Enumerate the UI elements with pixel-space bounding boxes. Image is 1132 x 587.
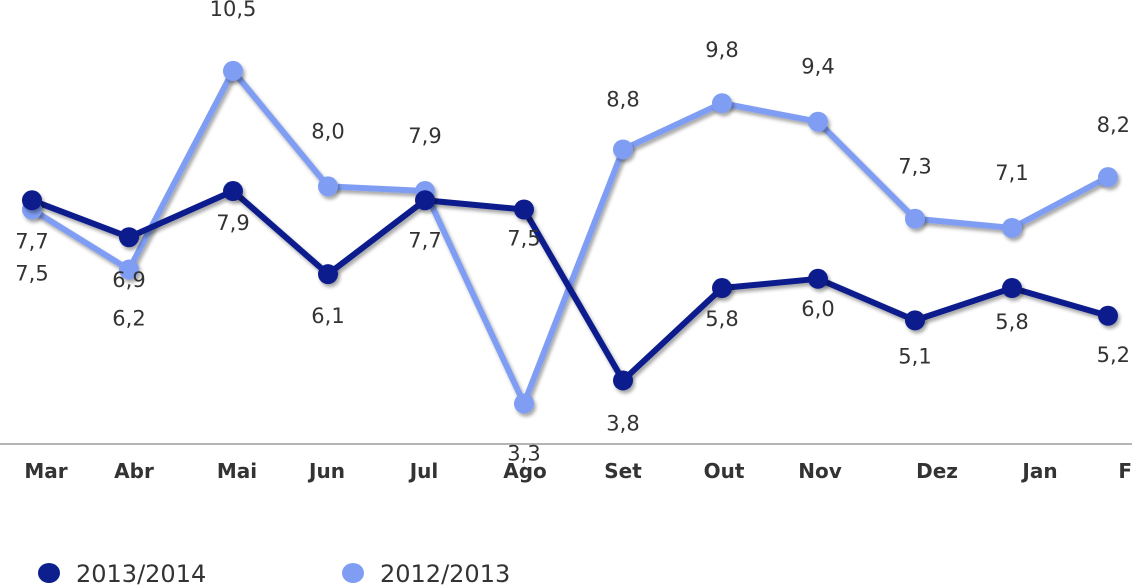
legend-label-2012-2013: 2012/2013 — [380, 560, 510, 587]
x-axis-ticks: Mar Abr Mai Jun Jul Ago Set Out Nov Dez Jan F — [24, 459, 1132, 483]
data-label-2013-2014-mar: 7,7 — [15, 229, 48, 253]
data-point-2013-2014-jan — [1002, 278, 1022, 299]
data-point-2012-2013-dez — [905, 208, 925, 229]
x-tick-label-mar: Mar — [24, 459, 67, 483]
legend: 2013/2014 2012/2013 — [38, 560, 510, 587]
x-tick-label-out: Out — [704, 459, 745, 483]
data-point-2013-2014-abr — [119, 227, 139, 248]
data-label-2013-2014-jan: 5,8 — [995, 310, 1028, 334]
data-label-2013-2014-mai: 7,9 — [216, 211, 249, 235]
data-label-2012-2013-f: 8,2 — [1097, 113, 1130, 137]
legend-marker-2013-2014 — [38, 563, 60, 583]
x-tick-label-jan: Jan — [1020, 459, 1057, 483]
data-point-2012-2013-set — [613, 139, 633, 160]
data-point-2013-2014-mai — [223, 181, 243, 202]
x-tick-label-jul: Jul — [408, 459, 439, 483]
data-label-2013-2014-jun: 6,1 — [311, 304, 344, 328]
data-point-2012-2013-ago — [514, 393, 534, 414]
data-point-2013-2014-jul — [415, 190, 435, 211]
data-label-2012-2013-jan: 7,1 — [995, 161, 1028, 185]
legend-item-2013-2014: 2013/2014 — [38, 560, 206, 587]
data-label-2013-2014-set: 3,8 — [606, 411, 639, 435]
data-label-2013-2014-dez: 5,1 — [898, 344, 931, 368]
data-label-2012-2013-ago: 3,3 — [507, 442, 540, 466]
data-point-2012-2013-nov — [808, 111, 828, 132]
data-label-2012-2013-set: 8,8 — [606, 87, 639, 111]
legend-item-2012-2013: 2012/2013 — [342, 560, 510, 587]
data-label-2013-2014-abr: 6,9 — [112, 268, 145, 292]
data-label-2012-2013-mai: 10,5 — [210, 0, 257, 21]
legend-marker-2012-2013 — [342, 563, 364, 583]
data-point-2013-2014-mar — [22, 190, 42, 211]
series-line-2013-2014 — [29, 188, 1111, 384]
data-point-2012-2013-out — [712, 93, 732, 114]
data-point-2013-2014-nov — [808, 268, 828, 289]
data-label-2012-2013-out: 9,8 — [705, 38, 738, 62]
legend-label-2013-2014: 2013/2014 — [76, 560, 206, 587]
data-point-2013-2014-dez — [905, 310, 925, 331]
series-lines — [29, 67, 1111, 407]
data-label-2012-2013-jun: 8,0 — [311, 119, 344, 143]
x-tick-label-jun: Jun — [307, 459, 345, 483]
data-point-2013-2014-f — [1098, 305, 1118, 326]
x-tick-label-dez: Dez — [916, 459, 958, 483]
data-label-2012-2013-nov: 9,4 — [801, 55, 834, 79]
x-tick-label-mai: Mai — [217, 459, 257, 483]
data-label-2013-2014-out: 5,8 — [705, 307, 738, 331]
data-point-2013-2014-out — [712, 278, 732, 299]
data-label-2012-2013-dez: 7,3 — [898, 155, 931, 179]
series-line-2012-2013 — [29, 67, 1111, 407]
data-point-2012-2013-f — [1098, 167, 1118, 188]
data-point-2012-2013-mai — [223, 60, 243, 81]
data-point-2012-2013-jun — [318, 176, 338, 197]
data-point-2012-2013-abr — [119, 259, 139, 280]
data-label-2013-2014-f: 5,2 — [1097, 343, 1130, 367]
data-point-2013-2014-jun — [318, 264, 338, 285]
data-point-2013-2014-ago — [514, 199, 534, 220]
data-label-2013-2014-ago: 7,5 — [507, 227, 540, 251]
data-label-2012-2013-abr: 6,2 — [112, 307, 145, 331]
data-label-2012-2013-mar: 7,5 — [15, 262, 48, 286]
data-labels: 7,7 6,9 7,9 6,1 7,7 7,5 3,8 5,8 6,0 5,1 5,8 5,2 7,5 6… — [15, 0, 1130, 466]
data-point-2012-2013-jan — [1002, 217, 1022, 238]
x-tick-label-nov: Nov — [798, 459, 842, 483]
x-tick-label-f: F — [1118, 459, 1132, 483]
x-tick-label-ago: Ago — [503, 459, 547, 483]
data-label-2013-2014-jul: 7,7 — [408, 228, 441, 252]
data-label-2012-2013-jul: 7,9 — [408, 124, 441, 148]
data-point-2013-2014-set — [613, 370, 633, 391]
x-tick-label-set: Set — [604, 459, 642, 483]
x-tick-label-abr: Abr — [114, 459, 154, 483]
series-points — [22, 60, 1118, 414]
data-label-2013-2014-nov: 6,0 — [801, 297, 834, 321]
